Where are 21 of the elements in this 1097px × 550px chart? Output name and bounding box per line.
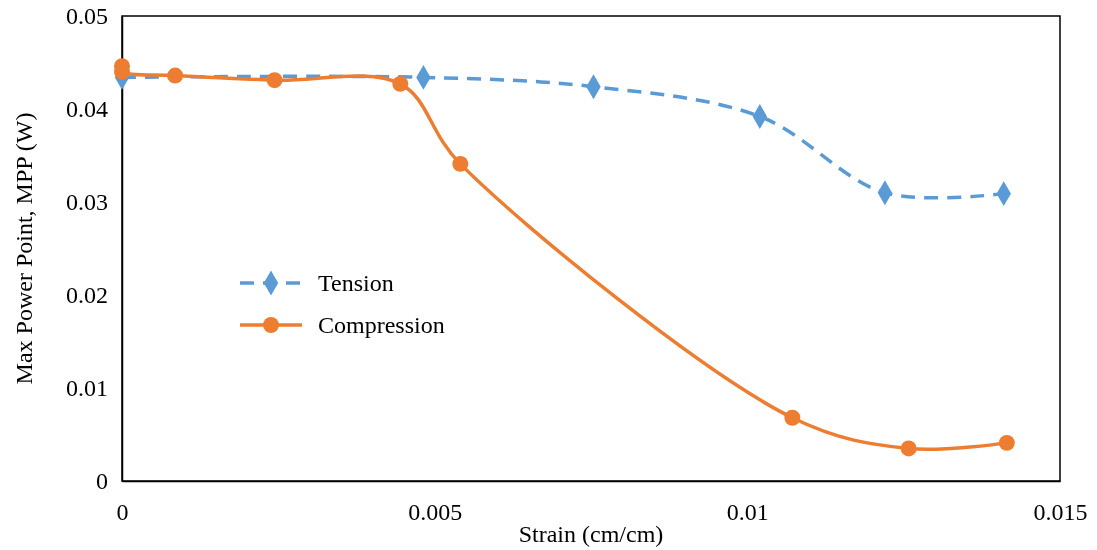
y-tick-label: 0.02	[66, 282, 108, 309]
legend-label: Compression	[318, 312, 445, 338]
y-tick-label: 0.05	[66, 3, 108, 30]
x-tick-label: 0.01	[726, 499, 769, 526]
y-tick-label: 0	[96, 468, 108, 495]
point	[266, 72, 283, 89]
y-tick-label: 0.01	[66, 375, 108, 402]
x-tick-label: 0	[116, 499, 129, 526]
point	[452, 155, 469, 172]
legend-label: Tension	[318, 270, 394, 296]
y-tick-label: 0.04	[66, 96, 108, 123]
x-axis-title: Strain (cm/cm)	[518, 521, 664, 547]
y-tick-label: 0.03	[66, 189, 108, 216]
point	[900, 440, 917, 457]
point	[392, 75, 409, 92]
point	[167, 67, 184, 84]
point	[784, 409, 801, 426]
x-tick-label: 0.015	[1033, 499, 1088, 526]
x-tick-label: 0.005	[408, 499, 463, 526]
point	[998, 434, 1015, 451]
y-axis-title: Max Power Point, MPP (W)	[11, 112, 37, 385]
